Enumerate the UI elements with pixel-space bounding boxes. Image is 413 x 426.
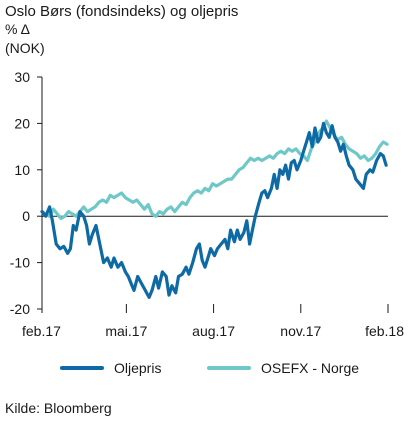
x-tick-label: aug.17 [192, 323, 235, 339]
y-tick-label: -20 [10, 301, 30, 317]
legend-item-oljepris: Oljepris [60, 360, 161, 376]
chart-title: Oslo Børs (fondsindeks) og oljepris [5, 3, 239, 20]
series-line-oljepris [40, 121, 388, 299]
series-line-osefx [40, 119, 389, 221]
y-axis-label-unit: % Δ [5, 21, 30, 37]
legend-label-osefx: OSEFX - Norge [261, 360, 360, 376]
y-tick-label: -10 [10, 255, 30, 271]
y-tick-label: 30 [14, 69, 30, 85]
x-tick-label: mai.17 [105, 323, 147, 339]
y-tick-label: 0 [22, 208, 30, 224]
y-tick-label: 10 [14, 162, 30, 178]
y-axis-label-currency: (NOK) [5, 40, 45, 56]
legend-label-oljepris: Oljepris [114, 360, 162, 376]
line-chart: -20 -10 0 10 20 30 feb.17 mai.17 aug.17 nov.17 feb… [10, 69, 404, 339]
source-note: Kilde: Bloomberg [5, 400, 112, 416]
y-tick-label: 20 [14, 115, 30, 131]
x-tick-label: nov.17 [280, 323, 321, 339]
x-tick-label: feb.18 [365, 323, 404, 339]
legend-swatch-oljepris [60, 366, 104, 370]
legend-item-osefx: OSEFX - Norge [207, 360, 359, 376]
x-tick-label: feb.17 [22, 323, 61, 339]
legend-swatch-osefx [207, 366, 251, 370]
